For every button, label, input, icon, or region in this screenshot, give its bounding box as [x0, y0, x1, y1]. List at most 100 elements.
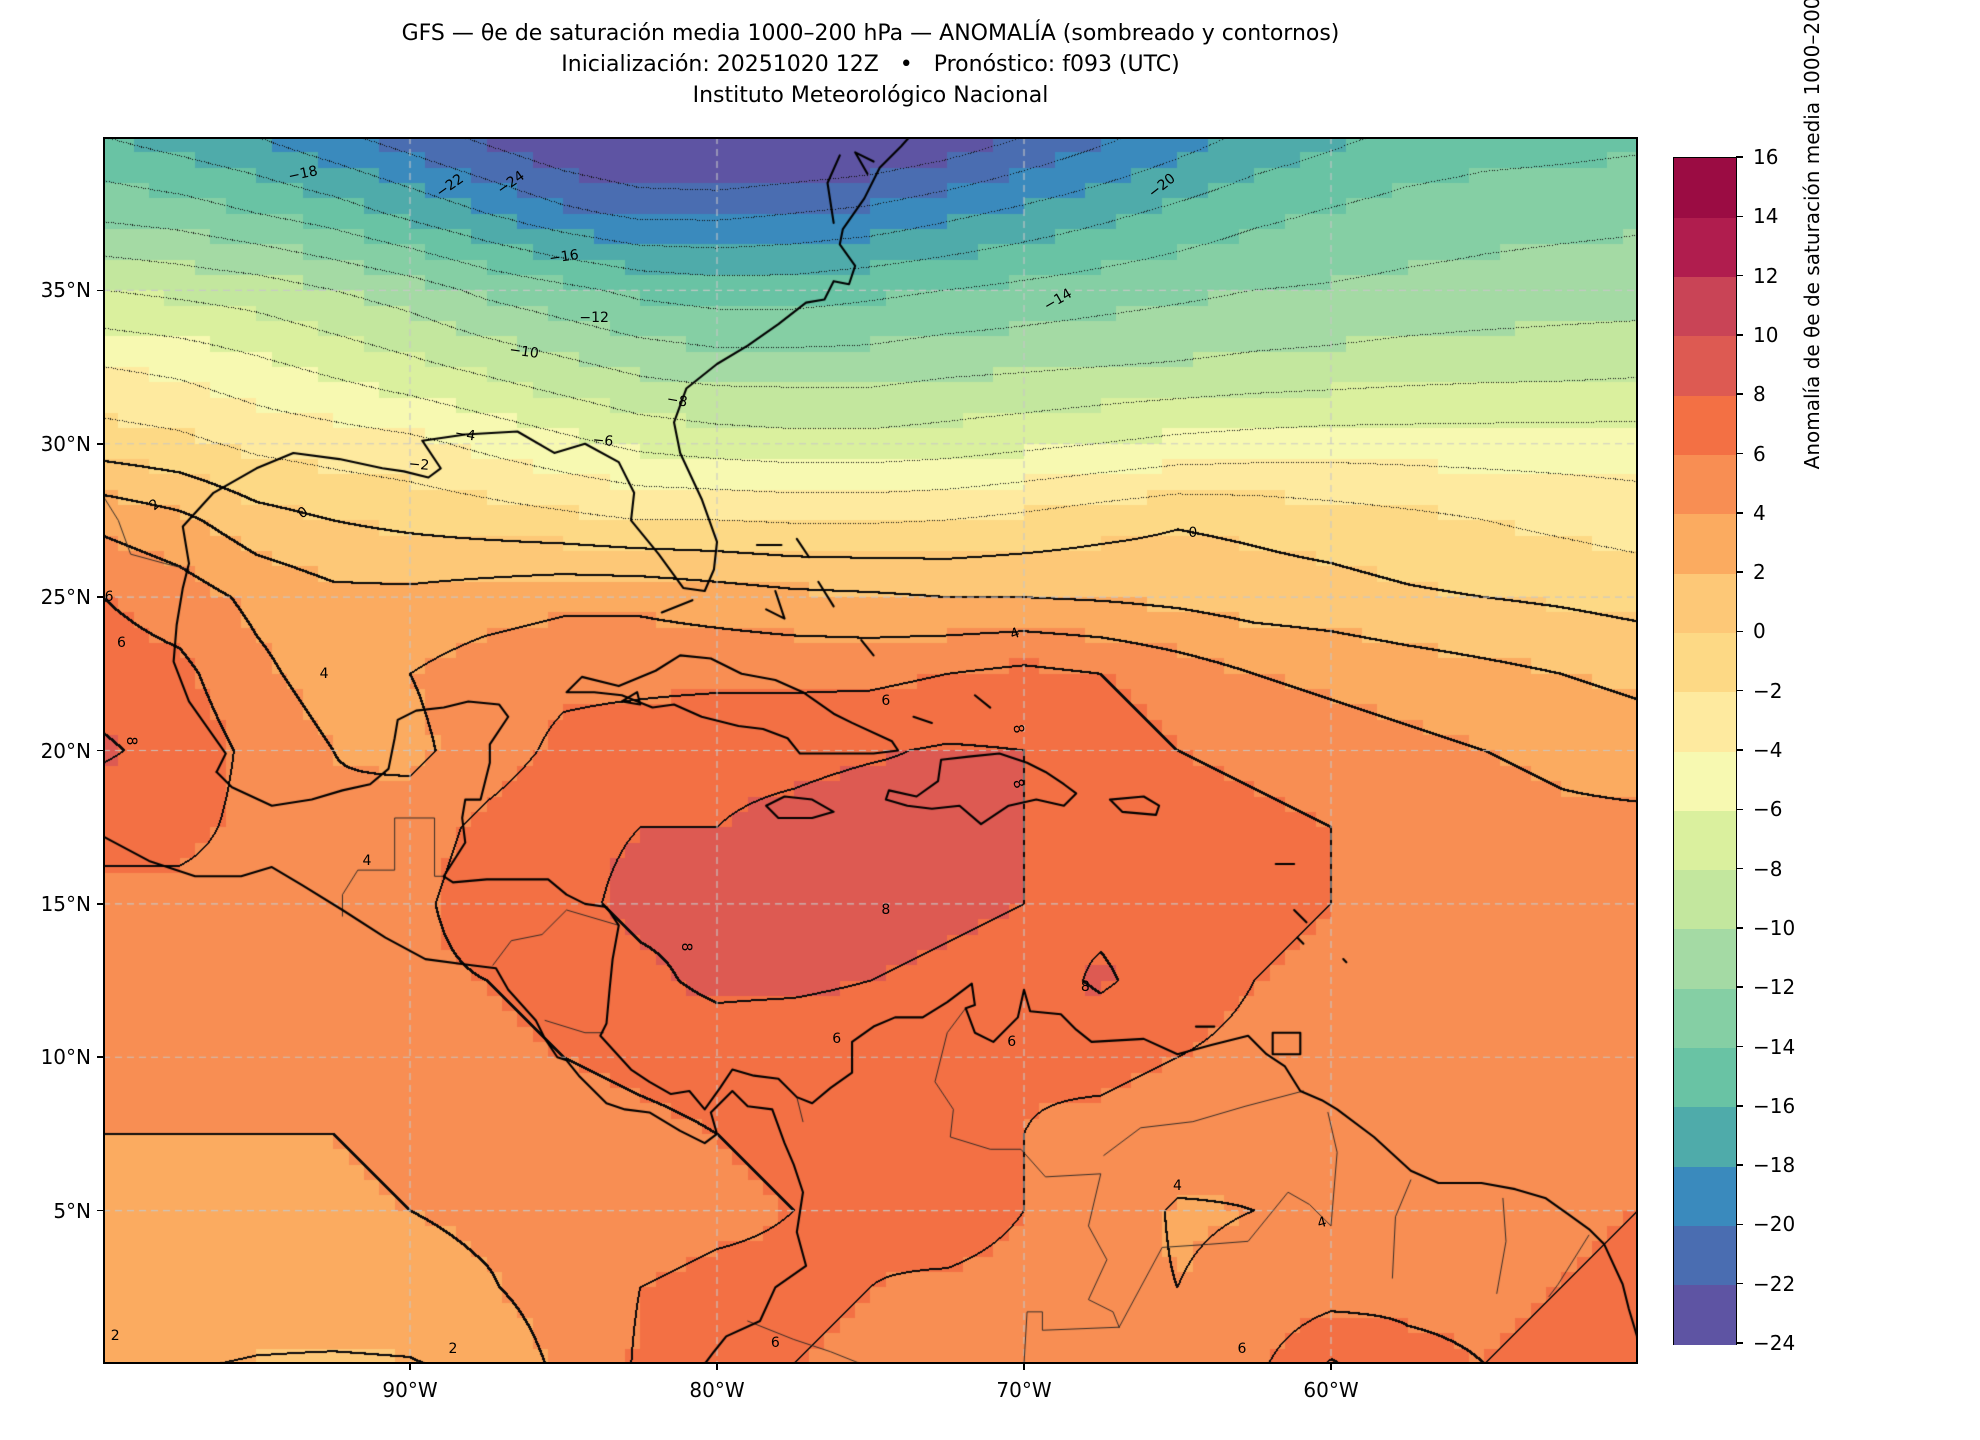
colorbar-band: [1674, 1225, 1736, 1286]
colorbar-tick: [1736, 393, 1743, 395]
y-axis-tick: [97, 442, 103, 445]
x-axis-tick-label: 60°W: [1303, 1378, 1359, 1402]
colorbar-band: [1674, 869, 1736, 930]
y-axis-tick: [97, 749, 103, 752]
contour-label: 4: [319, 665, 329, 682]
colorbar-band: [1674, 1166, 1736, 1226]
colorbar-tick-label: −12: [1753, 975, 1796, 1000]
colorbar-tick-label: 0: [1753, 619, 1766, 644]
colorbar-tick-label: −16: [1753, 1093, 1796, 1118]
y-axis-tick: [97, 289, 103, 292]
chart-title: GFS — θe de saturación media 1000–200 hP…: [401, 21, 1340, 46]
x-axis-tick: [1330, 1364, 1332, 1370]
colorbar-tick-label: −10: [1753, 915, 1796, 940]
contour-label: −6: [592, 431, 615, 450]
x-axis-tick-label: 90°W: [382, 1378, 438, 1402]
y-axis-tick: [97, 903, 103, 905]
colorbar-tick-label: −18: [1753, 1153, 1796, 1178]
contour-label: 6: [832, 1030, 842, 1047]
colorbar-tick: [1736, 215, 1743, 218]
colorbar-band: [1674, 1106, 1736, 1167]
y-axis-tick: [97, 1056, 103, 1059]
x-axis-tick: [1023, 1364, 1025, 1370]
colorbar-band: [1674, 335, 1736, 396]
colorbar-band: [1674, 1284, 1736, 1345]
y-axis-tick-label: 20°N: [40, 738, 91, 763]
x-axis-tick-label: 80°W: [689, 1378, 745, 1402]
contour-label: −12: [579, 309, 609, 326]
colorbar-tick-label: 14: [1753, 204, 1779, 229]
colorbar-tick: [1736, 156, 1743, 158]
colorbar-band: [1674, 573, 1736, 633]
colorbar-tick-label: 2: [1753, 560, 1766, 585]
colorbar-tick: [1736, 512, 1743, 514]
colorbar-band: [1674, 395, 1736, 456]
colorbar-tick-label: 16: [1753, 145, 1779, 169]
colorbar-tick: [1736, 1282, 1743, 1285]
anomaly-map-canvas: [103, 137, 1638, 1364]
colorbar-tick-label: −24: [1753, 1331, 1796, 1355]
contour-label: −2: [408, 456, 431, 475]
colorbar-tick-label: 12: [1753, 263, 1779, 288]
colorbar-tick: [1736, 986, 1743, 988]
x-axis-tick: [409, 1364, 411, 1370]
colorbar-tick-label: −6: [1753, 797, 1783, 822]
contour-label: 6: [770, 1334, 780, 1351]
colorbar-tick: [1736, 571, 1743, 573]
contour-label: 6: [881, 693, 891, 710]
colorbar-tick: [1736, 274, 1743, 277]
contour-label: 2: [110, 1328, 120, 1345]
contour-label: 2: [448, 1340, 458, 1357]
colorbar-tick: [1736, 867, 1743, 870]
y-axis-tick-label: 30°N: [40, 431, 91, 456]
y-axis-tick: [97, 1209, 103, 1212]
colorbar: [1673, 157, 1737, 1345]
y-axis-tick: [97, 596, 103, 598]
colorbar-tick-label: 10: [1753, 322, 1779, 347]
colorbar-band: [1674, 1047, 1736, 1108]
contour-label: 0: [1188, 524, 1198, 541]
x-axis-tick-label: 70°W: [996, 1378, 1052, 1402]
contour-label: 8: [881, 902, 891, 918]
colorbar-tick: [1736, 1045, 1743, 1048]
colorbar-tick: [1736, 689, 1743, 692]
colorbar-band: [1674, 928, 1736, 989]
y-axis-tick-label: 25°N: [40, 585, 91, 610]
colorbar-title: Anomalía de θe de saturación media 1000–…: [1800, 0, 1824, 470]
colorbar-tick: [1736, 334, 1743, 336]
colorbar-band: [1674, 691, 1736, 752]
colorbar-tick: [1736, 1164, 1743, 1166]
colorbar-tick: [1736, 1342, 1743, 1344]
chart-subtitle: Inicialización: 20251020 12Z • Pronóstic…: [561, 52, 1180, 77]
contour-label: 6: [104, 589, 114, 606]
colorbar-band: [1674, 158, 1736, 218]
contour-label: 4: [362, 852, 372, 869]
colorbar-tick: [1736, 630, 1743, 633]
y-axis-tick-label: 5°N: [53, 1198, 91, 1223]
colorbar-tick: [1736, 927, 1743, 929]
colorbar-tick: [1736, 1223, 1743, 1226]
colorbar-tick-label: −14: [1753, 1034, 1796, 1059]
contour-label: 6: [1007, 1033, 1017, 1050]
x-axis-tick: [716, 1364, 718, 1370]
y-axis-tick-label: 15°N: [40, 891, 91, 916]
colorbar-tick: [1736, 749, 1743, 751]
y-axis-tick-label: 35°N: [40, 278, 91, 303]
contour-label: −8: [665, 391, 689, 411]
contour-label: 6: [1237, 1340, 1247, 1357]
colorbar-tick-label: −2: [1753, 678, 1783, 703]
colorbar-tick-label: −4: [1753, 738, 1783, 762]
colorbar-tick: [1736, 1105, 1743, 1107]
contour-label: 8: [122, 736, 139, 746]
colorbar-band: [1674, 454, 1736, 515]
chart-institution: Instituto Meteorológico Nacional: [692, 83, 1049, 108]
colorbar-tick-label: 8: [1753, 382, 1766, 407]
colorbar-band: [1674, 988, 1736, 1049]
colorbar-band: [1674, 276, 1736, 337]
colorbar-band: [1674, 632, 1736, 693]
title-block: GFS — θe de saturación media 1000–200 hP…: [103, 18, 1638, 111]
contour-label: −4: [453, 424, 477, 445]
contour-label: 8: [678, 942, 695, 952]
contour-label: 4: [1173, 1178, 1182, 1195]
